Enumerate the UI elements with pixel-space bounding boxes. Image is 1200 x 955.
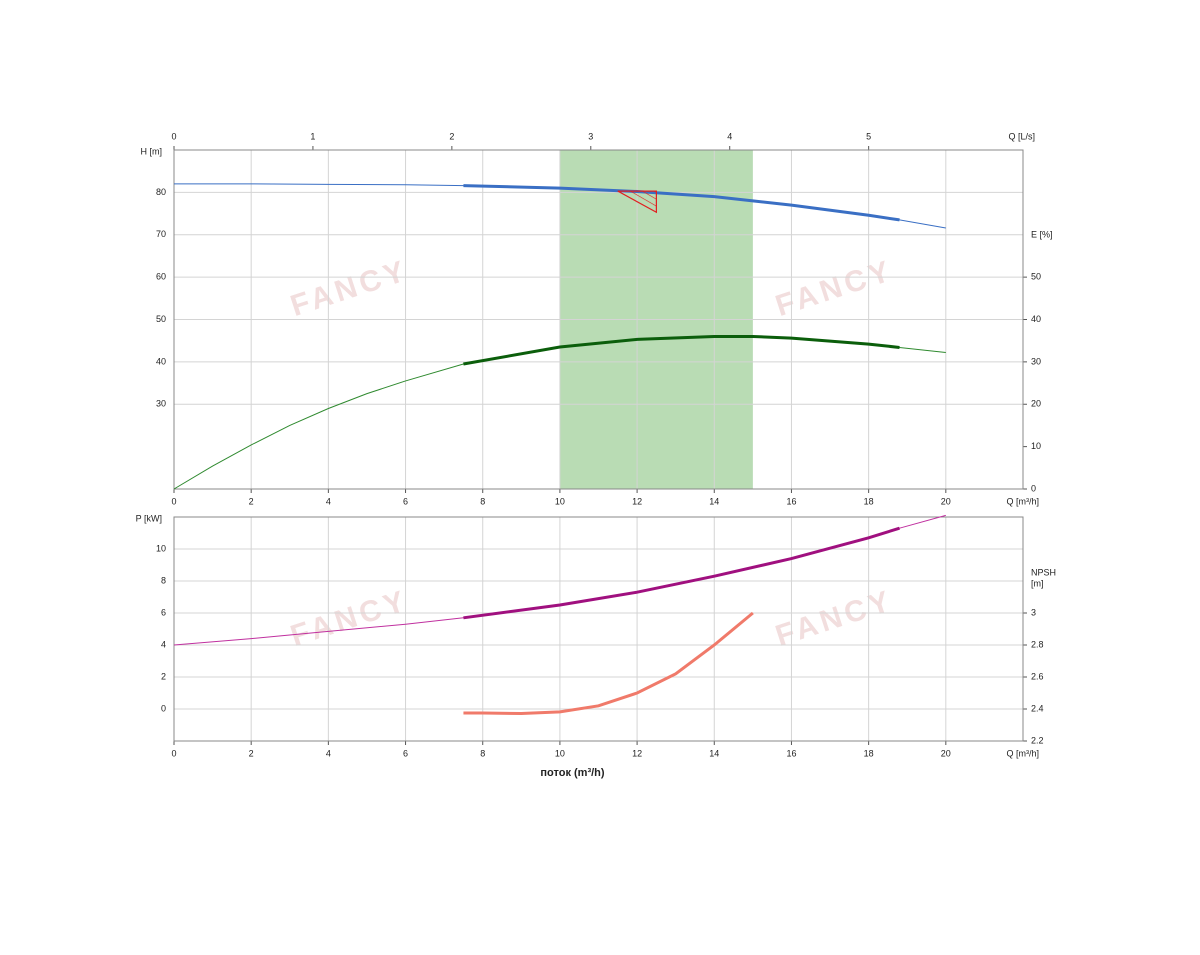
y-axis-label: H [m] <box>141 146 163 156</box>
curve <box>463 526 900 620</box>
y2-tick-label: 40 <box>1031 314 1041 324</box>
x-tick-label: 8 <box>480 496 485 506</box>
y2-tick-label: 2.2 <box>1031 735 1044 745</box>
x-tick-label: 6 <box>403 496 408 506</box>
curve <box>463 334 900 366</box>
x-tick-label: 2 <box>249 748 254 758</box>
x-tick-label: 0 <box>171 496 176 506</box>
x2-tick-label: 4 <box>727 131 732 141</box>
x-tick-label: 16 <box>786 748 796 758</box>
y2-tick-label: 10 <box>1031 441 1041 451</box>
x-tick-label: 16 <box>786 496 796 506</box>
y-tick-label: 6 <box>161 607 166 617</box>
x-tick-label: 12 <box>632 748 642 758</box>
x-tick-label: 20 <box>941 496 951 506</box>
x-tick-label: 4 <box>326 748 331 758</box>
x-tick-label: 6 <box>403 748 408 758</box>
x-tick-label: 4 <box>326 496 331 506</box>
y2-axis-label: NPSH <box>1031 567 1056 577</box>
y2-tick-label: 50 <box>1031 272 1041 282</box>
y-tick-label: 40 <box>156 356 166 366</box>
y-tick-label: 2 <box>161 671 166 681</box>
x-tick-label: 2 <box>249 496 254 506</box>
watermark: FANCY <box>772 254 898 323</box>
plot-border <box>173 149 1024 490</box>
y-tick-label: 60 <box>156 272 166 282</box>
x-tick-label: 14 <box>709 496 719 506</box>
x-tick-label: 10 <box>555 748 565 758</box>
x-tick-label: 10 <box>555 496 565 506</box>
duty-triangle <box>617 190 657 214</box>
y-tick-label: 10 <box>156 543 166 553</box>
y-tick-label: 80 <box>156 187 166 197</box>
x-tick-label: 18 <box>864 496 874 506</box>
x2-axis-label: Q [L/s] <box>1008 131 1035 141</box>
y2-tick-label: 2.6 <box>1031 671 1044 681</box>
x2-tick-label: 5 <box>866 131 871 141</box>
y2-axis-label: E [%] <box>1031 230 1053 240</box>
y2-tick-label: 0 <box>1031 483 1036 493</box>
y2-axis-label: [m] <box>1031 578 1044 588</box>
curve <box>463 184 900 222</box>
x-axis-label: Q [m³/h] <box>1006 496 1039 506</box>
x-tick-label: 20 <box>941 748 951 758</box>
y2-tick-label: 20 <box>1031 399 1041 409</box>
plot-border <box>173 516 1024 742</box>
y-tick-label: 50 <box>156 314 166 324</box>
curve <box>463 611 754 715</box>
y2-tick-label: 3 <box>1031 607 1036 617</box>
y-tick-label: 70 <box>156 229 166 239</box>
y-tick-label: 8 <box>161 575 166 585</box>
watermark: FANCY <box>287 584 413 653</box>
x2-tick-label: 0 <box>171 131 176 141</box>
x-tick-label: 8 <box>480 748 485 758</box>
y-tick-label: 0 <box>161 703 166 713</box>
x-axis-label: Q [m³/h] <box>1006 748 1039 758</box>
y2-tick-label: 30 <box>1031 356 1041 366</box>
watermark: FANCY <box>772 584 898 653</box>
x-tick-label: 12 <box>632 496 642 506</box>
watermark: FANCY <box>287 254 413 323</box>
x2-tick-label: 3 <box>588 131 593 141</box>
y2-tick-label: 2.8 <box>1031 639 1044 649</box>
x-tick-label: 0 <box>171 748 176 758</box>
x2-tick-label: 1 <box>310 131 315 141</box>
x2-tick-label: 2 <box>449 131 454 141</box>
x-axis-title: поток (m³/h) <box>540 767 604 779</box>
x-tick-label: 18 <box>864 748 874 758</box>
y-tick-label: 4 <box>161 639 166 649</box>
x-tick-label: 14 <box>709 748 719 758</box>
y-axis-label: P [kW] <box>136 513 162 523</box>
y-tick-label: 30 <box>156 399 166 409</box>
y2-tick-label: 2.4 <box>1031 703 1044 713</box>
